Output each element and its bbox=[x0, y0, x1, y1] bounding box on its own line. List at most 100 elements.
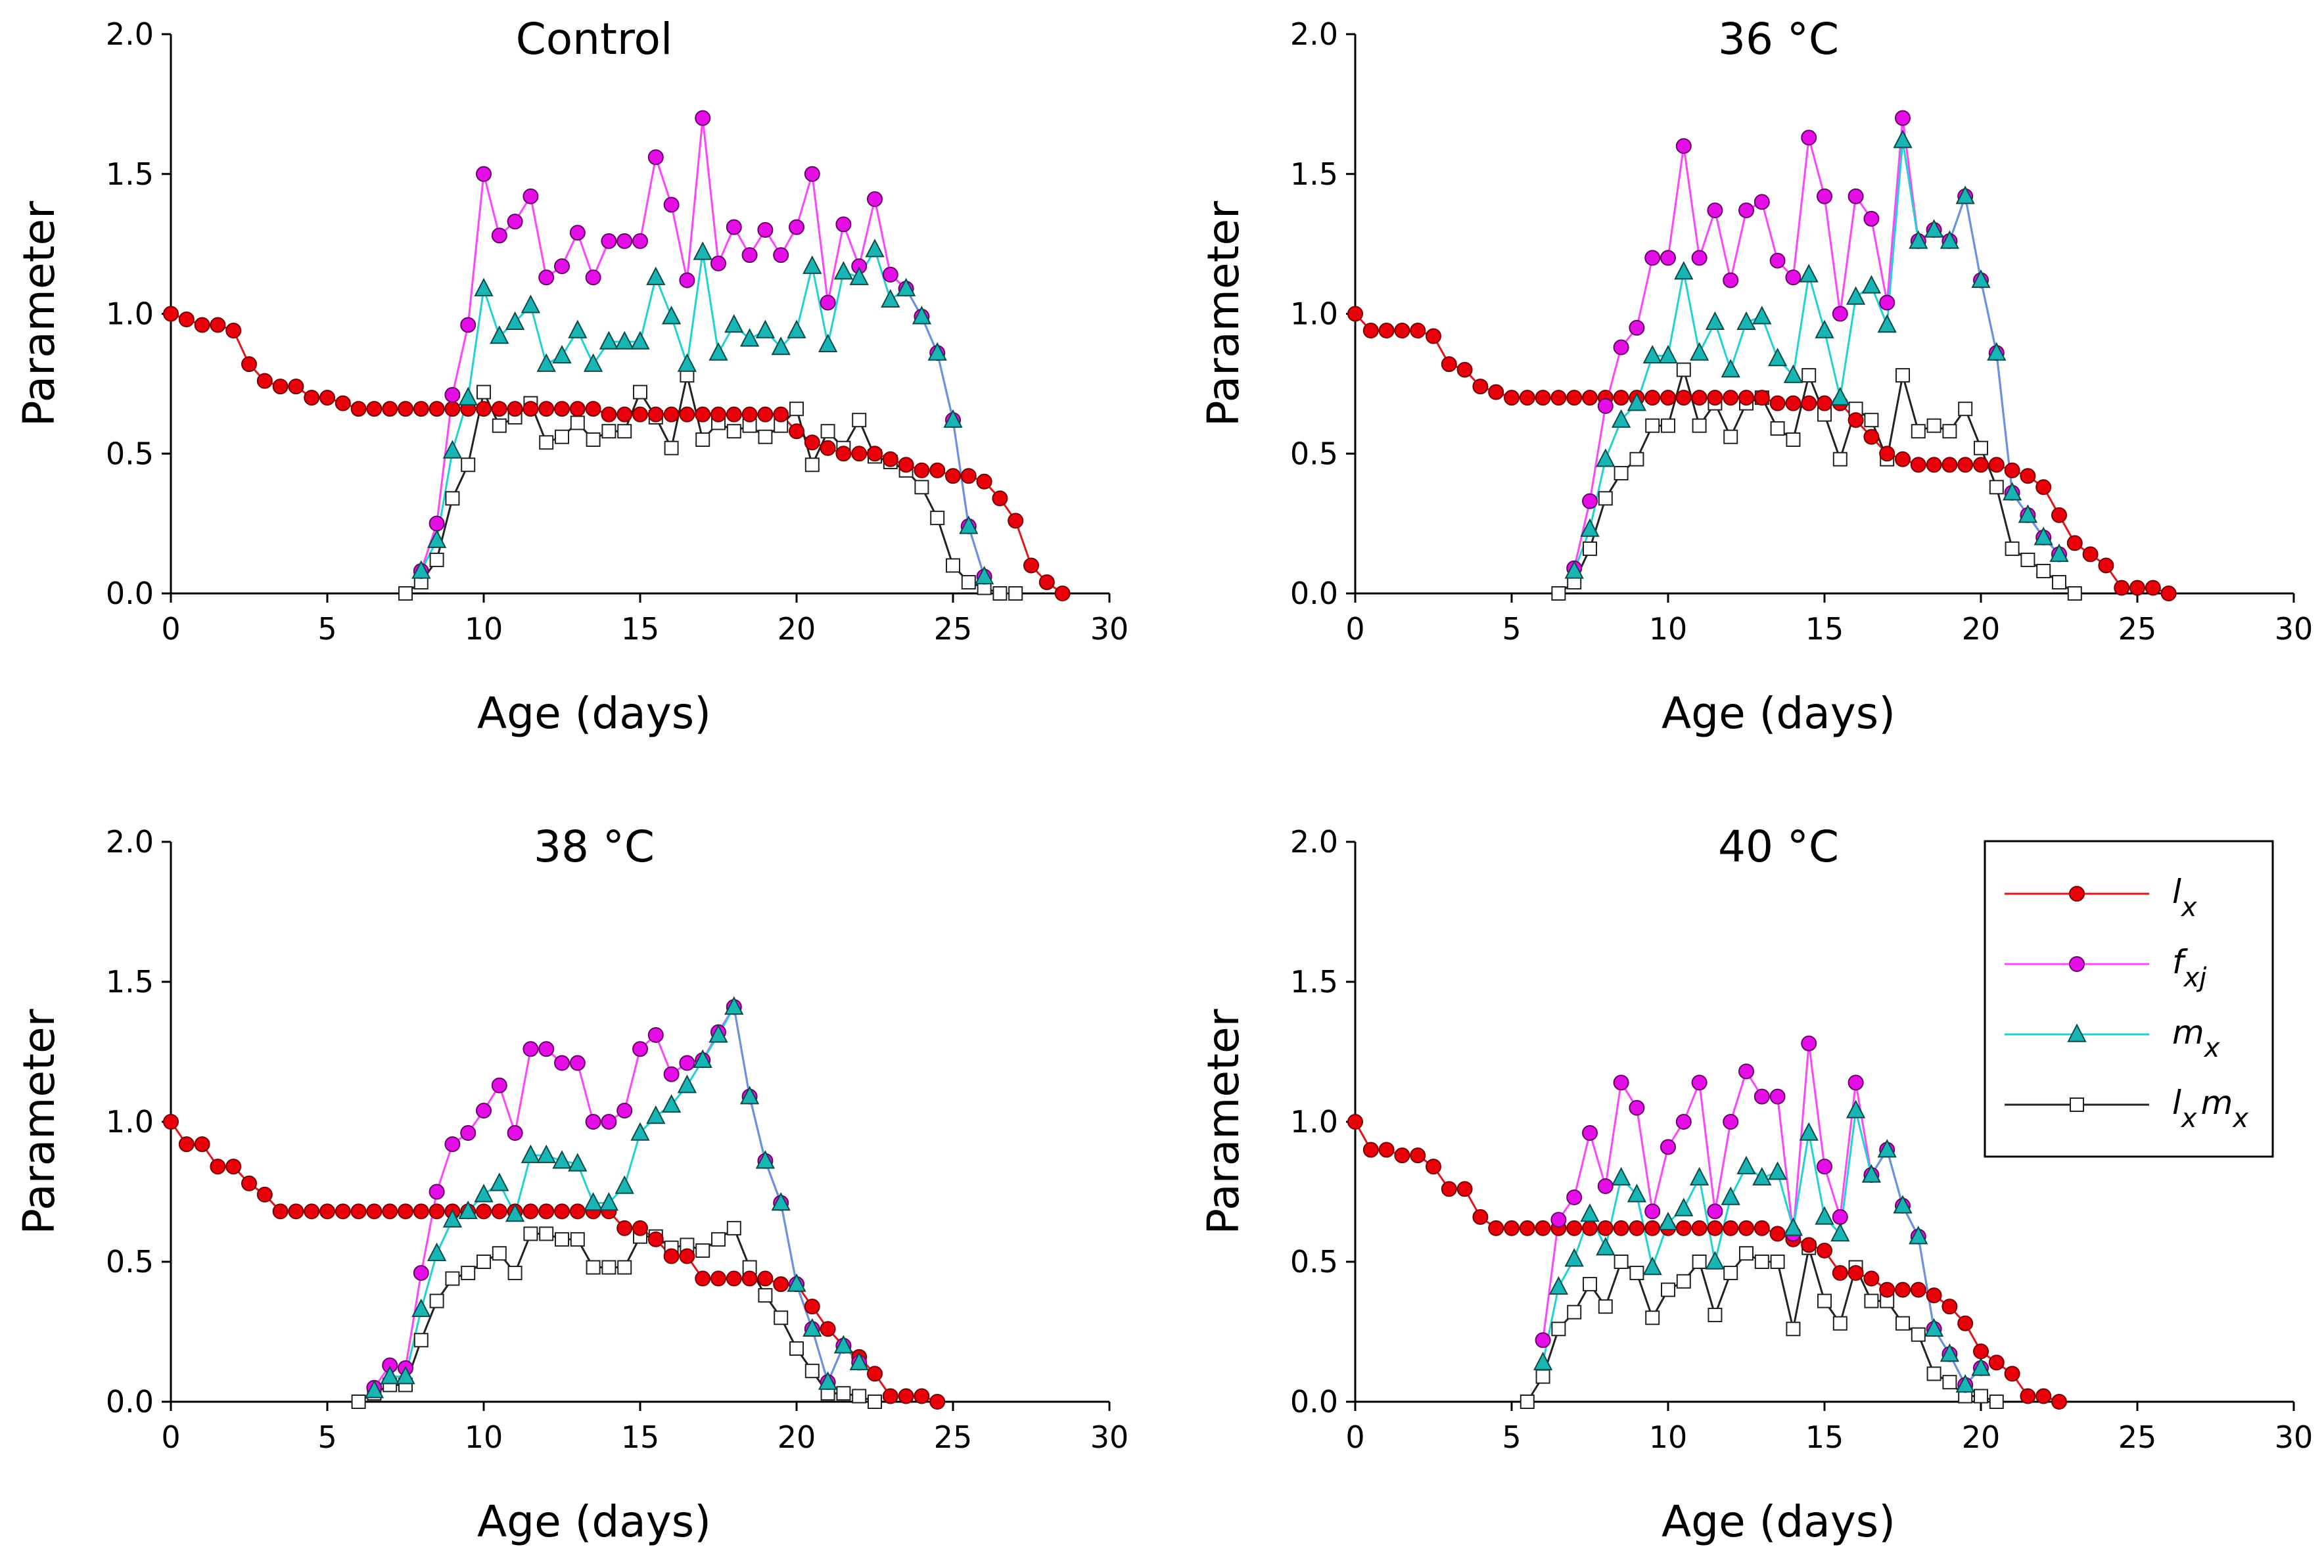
data-point-lx bbox=[210, 1159, 226, 1175]
data-point-fxj bbox=[1723, 272, 1739, 288]
data-point-lxmx bbox=[914, 480, 929, 495]
data-point-lxmx bbox=[1551, 586, 1566, 601]
data-point-mx bbox=[442, 1209, 463, 1228]
x-tick-label: 10 bbox=[1649, 611, 1688, 647]
data-point-lx bbox=[945, 468, 961, 484]
series-line-shared-tail bbox=[1917, 192, 2060, 555]
data-point-mx bbox=[2049, 543, 2069, 563]
data-point-lx bbox=[1347, 1114, 1363, 1130]
legend-item-fxj: fxj bbox=[2005, 943, 2207, 993]
data-point-mx bbox=[771, 1192, 791, 1211]
data-point-mx bbox=[1689, 342, 1709, 361]
data-point-lxmx bbox=[1864, 413, 1879, 428]
y-tick-label: 1.5 bbox=[106, 964, 154, 1000]
data-point-mx bbox=[1580, 518, 1600, 537]
data-point-fxj bbox=[1848, 188, 1864, 204]
data-point-mx bbox=[1767, 1161, 1788, 1180]
series-line-shared-tail bbox=[733, 1007, 860, 1385]
x-tick-label: 15 bbox=[1805, 611, 1844, 647]
data-point-lxmx bbox=[1614, 466, 1629, 481]
data-point-lx bbox=[1895, 451, 1911, 467]
data-point-fxj bbox=[523, 188, 539, 204]
data-point-lx bbox=[2160, 586, 2177, 601]
x-tick-label: 20 bbox=[1962, 611, 2001, 647]
x-tick-label: 5 bbox=[1502, 611, 1521, 647]
data-point-lx bbox=[1362, 323, 1379, 339]
data-point-lxmx bbox=[1629, 451, 1644, 467]
data-point-lx bbox=[1582, 1220, 1598, 1236]
data-point-lxmx bbox=[2036, 563, 2051, 578]
data-point-mx bbox=[458, 1200, 478, 1220]
data-point-lx bbox=[1410, 1147, 1426, 1164]
y-tick-label: 2.0 bbox=[106, 16, 154, 52]
data-point-lxmx bbox=[539, 1226, 554, 1241]
data-point-lxmx bbox=[398, 586, 413, 601]
data-point-lxmx bbox=[1723, 1266, 1738, 1281]
data-point-lx bbox=[663, 406, 680, 423]
data-point-lxmx bbox=[1958, 402, 1973, 417]
data-point-lx bbox=[163, 1114, 179, 1130]
data-point-lx bbox=[679, 406, 695, 423]
x-tick-label: 25 bbox=[2118, 611, 2157, 647]
data-point-lxmx bbox=[726, 424, 741, 439]
data-point-mx bbox=[380, 1366, 400, 1385]
data-point-fxj bbox=[1848, 1074, 1864, 1091]
data-point-lxmx bbox=[1583, 1277, 1597, 1292]
data-point-mx bbox=[1877, 314, 1897, 333]
data-point-lx bbox=[288, 1203, 304, 1220]
data-point-lxmx bbox=[351, 1395, 366, 1409]
data-point-lx bbox=[773, 1276, 789, 1293]
data-point-lxmx bbox=[758, 429, 773, 444]
data-point-lx bbox=[616, 1220, 633, 1236]
data-point-fxj bbox=[663, 1066, 680, 1082]
data-point-lxmx bbox=[617, 424, 632, 439]
data-point-fxj bbox=[523, 1041, 539, 1057]
data-point-lxmx bbox=[852, 1389, 867, 1404]
data-point-fxj bbox=[1707, 1203, 1723, 1220]
data-point-lx bbox=[585, 401, 601, 417]
data-point-lx bbox=[1707, 1220, 1723, 1236]
data-point-fxj bbox=[444, 386, 461, 403]
data-point-lx bbox=[1441, 356, 1457, 373]
data-point-mx bbox=[974, 566, 994, 585]
data-point-lx bbox=[1738, 1220, 1754, 1236]
data-point-lx bbox=[194, 317, 210, 333]
data-point-mx bbox=[1674, 1197, 1694, 1216]
x-tick-label: 20 bbox=[778, 611, 816, 647]
data-point-fxj bbox=[1582, 493, 1598, 509]
data-point-lx bbox=[1550, 390, 1567, 406]
data-point-lxmx bbox=[695, 432, 710, 447]
data-point-lx bbox=[1644, 390, 1661, 406]
data-point-mx bbox=[709, 1024, 728, 1043]
data-point-fxj bbox=[1597, 398, 1614, 414]
data-point-lx bbox=[1848, 1265, 1864, 1281]
data-point-lx bbox=[1488, 384, 1504, 400]
x-tick-label: 25 bbox=[934, 611, 973, 647]
y-tick-label: 0.5 bbox=[1290, 1244, 1338, 1280]
data-point-mx bbox=[709, 342, 728, 361]
data-point-mx bbox=[1767, 348, 1788, 367]
data-point-mx bbox=[599, 331, 619, 350]
data-point-lx bbox=[2051, 507, 2067, 523]
data-point-mx bbox=[912, 306, 932, 325]
data-point-lx bbox=[1394, 323, 1410, 339]
data-point-lx bbox=[429, 1203, 445, 1220]
data-point-mx bbox=[1909, 230, 1928, 249]
y-tick-label: 0.5 bbox=[106, 1244, 154, 1280]
data-point-lxmx bbox=[695, 1243, 710, 1258]
data-point-lxmx bbox=[1926, 418, 1941, 433]
data-point-lx bbox=[1926, 457, 1942, 473]
data-point-lxmx bbox=[1832, 451, 1848, 467]
data-point-mx bbox=[1548, 1276, 1569, 1295]
data-point-mx bbox=[661, 1094, 682, 1113]
data-point-mx bbox=[1689, 1166, 1709, 1186]
data-point-lx bbox=[2129, 580, 2145, 596]
data-point-fxj bbox=[632, 233, 648, 249]
chart-title: Control bbox=[516, 14, 673, 64]
data-point-lxmx bbox=[726, 1220, 741, 1235]
data-point-fxj bbox=[507, 214, 523, 230]
data-point-fxj bbox=[569, 225, 586, 241]
data-point-lx bbox=[1817, 395, 1832, 411]
data-point-lx bbox=[256, 373, 273, 389]
data-point-lxmx bbox=[1817, 1293, 1832, 1308]
